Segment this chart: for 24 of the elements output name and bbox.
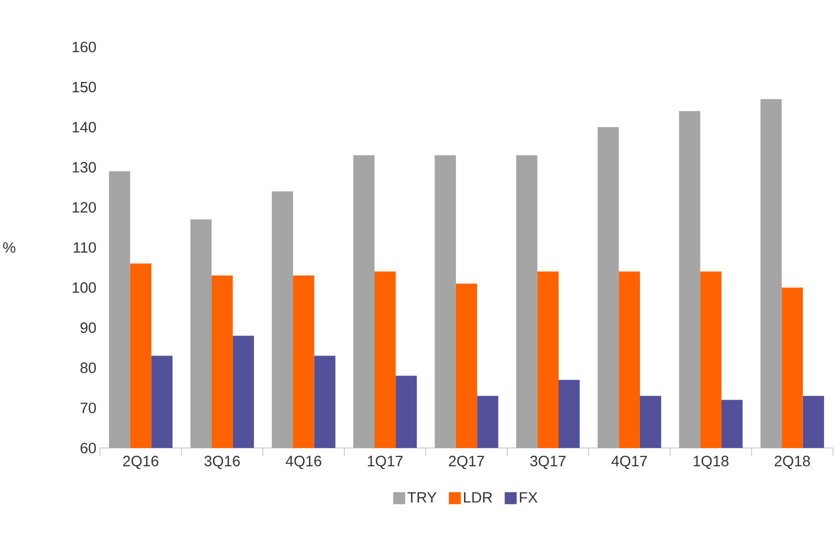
y-tick-label: 150: [72, 82, 96, 92]
y-tick-label: 120: [72, 202, 96, 213]
x-tick-label: 4Q16: [286, 456, 322, 470]
y-tick-label: 60: [80, 442, 96, 454]
y-tick-label: 80: [80, 362, 96, 374]
x-tick-label: 2Q17: [448, 456, 484, 470]
y-tick-label: 110: [74, 242, 96, 253]
y-tick-label: 70: [80, 402, 96, 414]
y-tick-label: 160: [72, 42, 96, 52]
x-tick-label: 4Q17: [611, 456, 647, 470]
y-tick-label: 90: [80, 322, 96, 333]
legend-label: TRY: [408, 492, 437, 503]
y-tick-label: 100: [72, 282, 96, 293]
x-tick-label: 3Q16: [204, 456, 240, 470]
y-axis-title: %: [3, 242, 16, 253]
y-tick-label: 140: [72, 122, 96, 132]
x-tick-label: 2Q16: [123, 456, 158, 470]
legend-label: FX: [520, 492, 538, 503]
x-tick-label: 1Q17: [368, 456, 403, 470]
legend-label: LDR: [464, 492, 492, 503]
x-tick-label: 2Q18: [774, 456, 810, 470]
y-tick-label: 130: [72, 162, 96, 173]
x-tick-label: 1Q18: [694, 456, 728, 470]
x-tick-label: 3Q17: [530, 456, 566, 470]
